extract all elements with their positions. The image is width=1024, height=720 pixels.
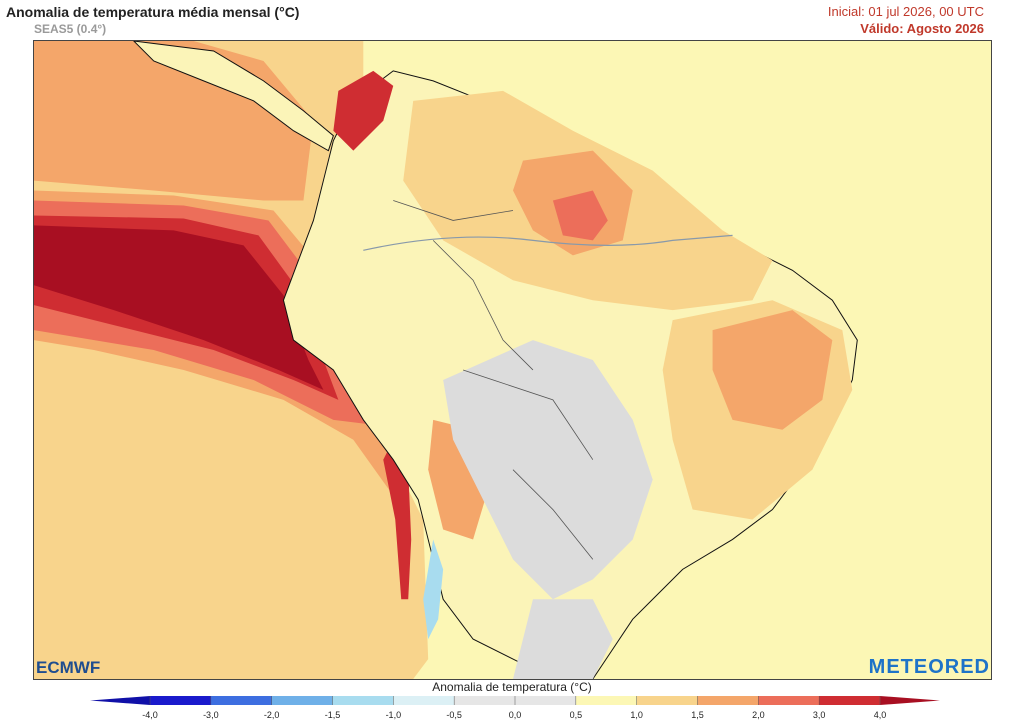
colorbar: -4,0 -3,0 -2,0 -1,5 -1,0 -0,5 0,0 0,5 1,0 1,5 2,0 3… <box>90 696 940 720</box>
colorbar-segment <box>454 696 516 705</box>
country-borders <box>393 200 594 560</box>
central-america-land <box>133 41 334 152</box>
colorbar-tick-label: 3,0 <box>813 710 826 720</box>
guiana-salmon-area <box>552 190 608 241</box>
colorbar-tick-label: -1,0 <box>386 710 402 720</box>
central-gray-area <box>443 340 653 600</box>
colorbar-segment <box>697 696 759 705</box>
amazon-river <box>363 234 733 251</box>
northeast-orange-area <box>712 310 833 430</box>
colorbar-tick-label: 2,0 <box>752 710 765 720</box>
pacific-dark-red-core <box>34 225 324 390</box>
colorbar-tick-label: 0,0 <box>509 710 522 720</box>
colorbar-tick-label: -2,0 <box>264 710 280 720</box>
coastal-red-strip <box>383 449 412 600</box>
colorbar-segment <box>575 696 638 705</box>
colorbar-tick-label: 1,5 <box>691 710 704 720</box>
colorbar-segment <box>393 696 455 705</box>
colorbar-tick-label: 4,0 <box>874 710 887 720</box>
initial-date: Inicial: 01 jul 2026, 00 UTC <box>827 4 984 19</box>
meteored-logo: METEORED <box>868 656 990 678</box>
colorbar-segment <box>758 696 820 705</box>
andes-north-red-area <box>333 70 394 151</box>
colorbar-label: Anomalia de temperatura (°C) <box>432 680 592 694</box>
colorbar-tick-label: 1,0 <box>630 710 643 720</box>
colorbar-tick-label: -4,0 <box>142 710 158 720</box>
colorbar-tick-label: -0,5 <box>446 710 462 720</box>
colorbar-segment <box>332 696 394 705</box>
patagonia-blue-area <box>423 539 444 640</box>
ecmwf-logo: ECMWF <box>36 658 101 677</box>
page-title: Anomalia de temperatura média mensal (°C… <box>6 4 300 20</box>
colorbar-segment <box>636 696 698 705</box>
southern-gray-area <box>512 599 613 679</box>
colorbar-tick-label: -3,0 <box>203 710 219 720</box>
colorbar-segment <box>515 696 577 705</box>
colorbar-segment <box>150 696 212 705</box>
colorbar-end-high <box>880 696 940 705</box>
valid-date: Válido: Agosto 2026 <box>860 21 984 36</box>
colorbar-segment <box>271 696 333 705</box>
colorbar-tick-label: 0,5 <box>570 710 583 720</box>
colorbar-segment <box>210 696 273 705</box>
colorbar-segment <box>819 696 881 705</box>
anomaly-map <box>33 40 992 680</box>
model-label: SEAS5 (0.4°) <box>34 22 107 36</box>
colorbar-tick-label: -1,5 <box>325 710 341 720</box>
colorbar-end-low <box>90 696 150 705</box>
